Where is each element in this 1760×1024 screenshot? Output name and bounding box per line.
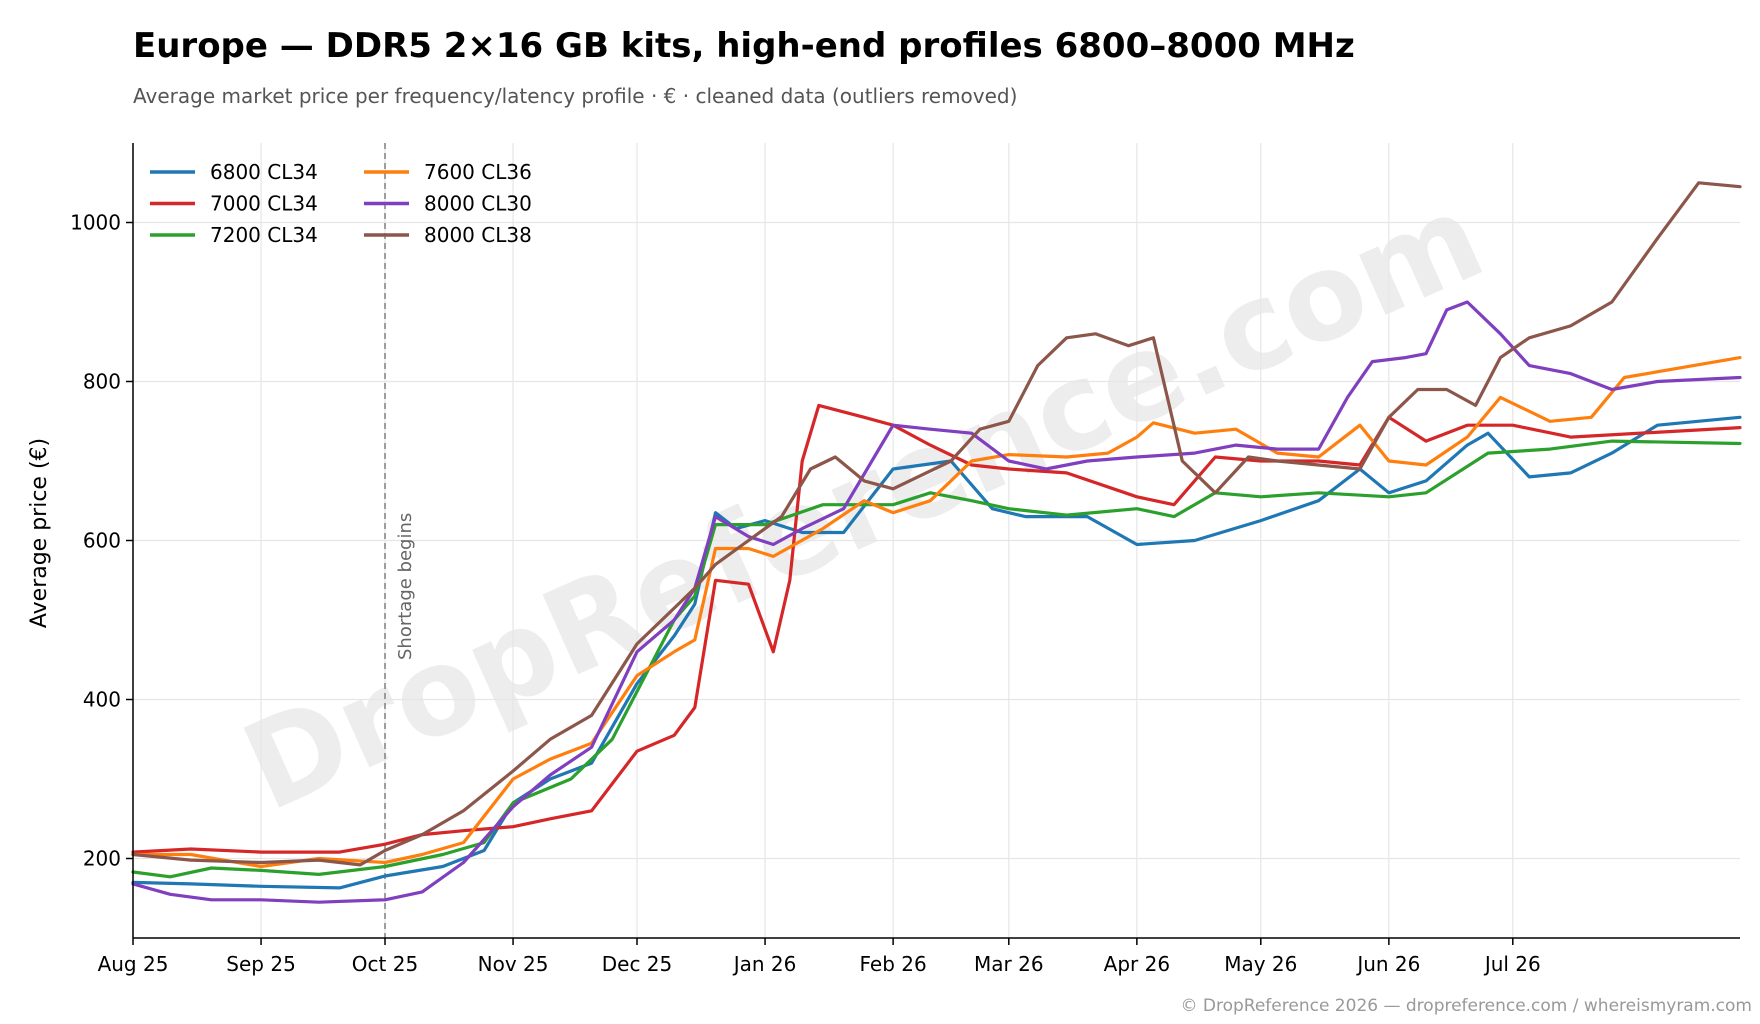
y-tick-label: 600 [83, 529, 121, 553]
x-tick-label: Sep 25 [226, 952, 296, 976]
y-axis-label: Average price (€) [27, 438, 52, 628]
x-tick-label: Jan 26 [732, 952, 797, 976]
shortage-annotation-label: Shortage begins [395, 513, 416, 660]
legend-label-2: 7200 CL34 [210, 223, 318, 247]
y-tick-label: 800 [83, 370, 121, 394]
x-tick-label: Jun 26 [1355, 952, 1420, 976]
chart-title: Europe — DDR5 2×16 GB kits, high-end pro… [133, 26, 1355, 66]
footer-credit: © DropReference 2026 — dropreference.com… [1180, 996, 1753, 1016]
x-tick-label: Dec 25 [602, 952, 673, 976]
legend-label-4: 8000 CL30 [424, 192, 532, 216]
series-line-2 [131, 439, 1742, 879]
series-line-4 [131, 300, 1742, 904]
x-tick-label: Apr 26 [1104, 952, 1170, 976]
series-line-0 [131, 415, 1742, 890]
legend-label-3: 7600 CL36 [424, 160, 532, 184]
x-tick-label: Nov 25 [478, 952, 549, 976]
legend-label-0: 6800 CL34 [210, 160, 318, 184]
series-line-5 [131, 181, 1742, 867]
x-tick-label: May 26 [1224, 952, 1297, 976]
y-tick-label: 200 [83, 847, 121, 871]
legend-label-5: 8000 CL38 [424, 223, 532, 247]
series-line-3 [131, 356, 1742, 869]
y-tick-label: 1000 [70, 211, 121, 235]
legend-label-1: 7000 CL34 [210, 192, 318, 216]
x-tick-label: Aug 25 [98, 952, 169, 976]
x-tick-label: Feb 26 [860, 952, 927, 976]
chart-subtitle: Average market price per frequency/laten… [133, 84, 1018, 108]
x-tick-label: Jul 26 [1483, 952, 1541, 976]
x-tick-label: Oct 25 [352, 952, 418, 976]
y-tick-label: 400 [83, 688, 121, 712]
x-tick-label: Mar 26 [974, 952, 1044, 976]
series-line-1 [131, 403, 1742, 854]
